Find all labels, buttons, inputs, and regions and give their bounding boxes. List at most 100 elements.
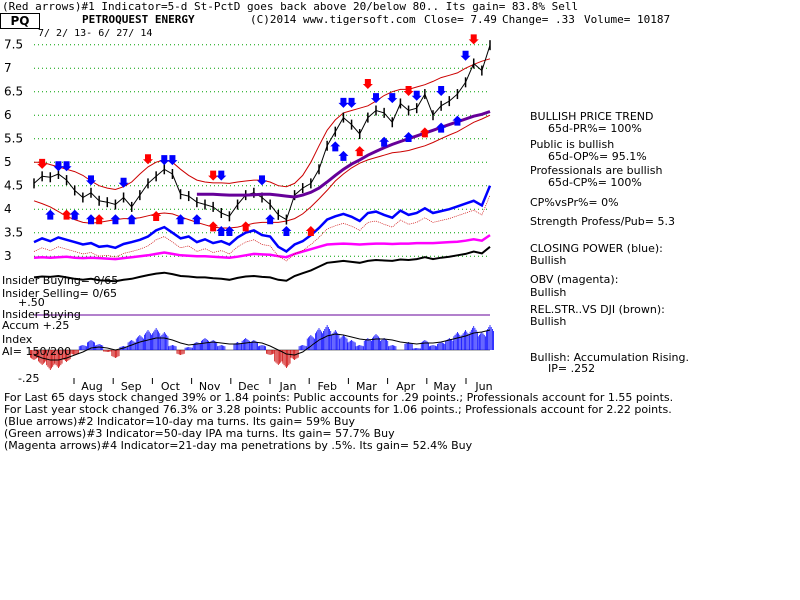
x-month-label: Oct — [161, 380, 181, 393]
price-bands — [33, 58, 491, 229]
change-value: Change= .33 — [502, 13, 575, 26]
price-gridlines — [34, 44, 490, 257]
up-signal-arrow — [452, 115, 463, 126]
y-tick-label: 3 — [4, 249, 12, 263]
up-signal-arrow — [69, 209, 80, 220]
blue-signal-arrow — [387, 93, 398, 104]
blue-signal-arrow — [53, 161, 64, 172]
blue-signal-arrow — [167, 155, 178, 166]
x-axis: Aug Sep Oct Nov Dec Jan Feb Mar Apr May Jun — [73, 378, 493, 393]
x-month-label: Jan — [279, 380, 297, 393]
up-signal-arrow — [305, 226, 316, 237]
upper-band-line — [34, 58, 491, 191]
insider-selling-count: Insider Selling= 0/65 — [2, 287, 118, 300]
blue-signal-arrow — [86, 175, 96, 186]
accum-ma-line — [33, 329, 491, 361]
up-signal-arrow — [208, 221, 219, 232]
closing-power-title: CLOSING POWER (blue): — [530, 242, 663, 255]
closing-power-value: Bullish — [530, 254, 567, 267]
x-month-label: May — [433, 380, 456, 393]
minus-25-label: -.25 — [18, 372, 40, 385]
ai-value: AI= 150/200 — [2, 345, 72, 358]
blue-signal-arrow — [371, 93, 381, 104]
up-signal-arrow — [45, 209, 56, 220]
blue-signal-arrow — [118, 177, 129, 188]
closing-power-lower-band — [33, 194, 491, 262]
obv-line — [33, 234, 491, 261]
indicator-4-description: (Magenta arrows)#4 Indicator=21-day ma p… — [4, 439, 473, 452]
rel-strength-title: REL.STR..VS DJI (brown): — [530, 303, 665, 316]
rel-strength-value: Bullish — [530, 315, 567, 328]
x-month-label: Jun — [474, 380, 492, 393]
x-month-label: Sep — [121, 380, 142, 393]
y-tick-label: 3.5 — [4, 226, 23, 240]
sell-arrow — [362, 79, 373, 90]
up-signal-arrow — [86, 214, 96, 225]
blue-signal-arrow — [460, 50, 471, 61]
x-month-label: Dec — [238, 380, 259, 393]
volume-value: Volume= 10187 — [584, 13, 671, 26]
indicator-2-description: (Blue arrows)#2 Indicator=10-day ma turn… — [4, 415, 355, 428]
up-signal-arrow — [354, 146, 365, 157]
up-signal-arrow — [151, 210, 162, 221]
insider-buying-title: Insider Buying — [2, 308, 81, 321]
date-range: 7/ 2/ 13- 6/ 27/ 14 — [38, 28, 153, 39]
up-signal-arrow — [265, 214, 276, 225]
close-value: Close= 7.49 — [424, 13, 497, 26]
obv-title: OBV (magenta): — [530, 273, 619, 286]
up-signal-arrow — [281, 226, 292, 237]
ticker-symbol: PQ — [0, 13, 40, 29]
index-label: Index — [2, 333, 33, 346]
public-value: 65d-OP%= 95.1% — [548, 150, 647, 163]
up-signal-arrow — [436, 122, 447, 133]
y-tick-label: 5 — [4, 155, 12, 169]
up-signal-arrow — [61, 209, 72, 220]
signal-arrows — [37, 34, 479, 237]
y-tick-label: 6.5 — [4, 85, 23, 99]
indicator-3-description: (Green arrows)#3 Indicator=50-day IPA ma… — [4, 427, 395, 440]
copyright-text: (C)2014 www.tigersoft.com — [250, 13, 416, 26]
rel-strength-line — [33, 246, 491, 283]
up-signal-arrow — [224, 226, 235, 237]
x-month-label: Nov — [199, 380, 221, 393]
up-signal-arrow — [126, 214, 137, 225]
pros-value: 65d-CP%= 100% — [548, 176, 642, 189]
y-tick-label: 4.5 — [4, 179, 23, 193]
blue-signal-arrow — [338, 97, 349, 108]
price-close-line — [33, 45, 491, 221]
blue-signal-arrow — [346, 97, 357, 108]
public-title: Public is bullish — [530, 138, 615, 151]
last-65-days-summary: For Last 65 days stock changed 39% or 1.… — [4, 391, 674, 404]
last-year-summary: For Last year stock changed 76.3% or 3.2… — [4, 403, 672, 416]
up-signal-arrow — [330, 141, 341, 152]
accumulation-index-histogram — [29, 325, 495, 370]
insider-buying-count: Insider Buying= 0/65 — [2, 274, 119, 287]
closing-power-line — [33, 185, 492, 254]
cp-vs-pr: CP%vsPr%= 0% — [530, 196, 619, 209]
accum-index-label: Accum +.25 — [2, 319, 70, 332]
up-signal-arrow — [240, 221, 251, 232]
blue-signal-arrow — [257, 175, 267, 186]
up-signal-arrow — [419, 127, 430, 138]
y-tick-label: 7 — [4, 61, 12, 75]
blue-signal-arrow — [436, 86, 447, 97]
sell-arrow — [468, 34, 479, 45]
y-tick-label: 6 — [4, 108, 12, 122]
up-signal-arrow — [191, 214, 202, 225]
x-month-label: Mar — [356, 380, 377, 393]
y-tick-label: 5.5 — [4, 132, 23, 146]
up-signal-arrow — [110, 214, 121, 225]
blue-signal-arrow — [159, 155, 170, 166]
trend-title: BULLISH PRICE TREND — [530, 110, 654, 123]
plus-50-label: +.50 — [18, 296, 45, 309]
trend-value: 65d-PR%= 100% — [548, 122, 642, 135]
sell-arrow — [208, 170, 219, 181]
company-name: PETROQUEST ENERGY — [82, 13, 195, 26]
blue-signal-arrow — [61, 161, 72, 172]
sell-arrow — [37, 158, 48, 169]
blue-signal-arrow — [411, 90, 422, 101]
indicator-1-description: (Red arrows)#1 Indicator=5-d St-PctD goe… — [2, 0, 579, 13]
up-signal-arrow — [175, 214, 186, 225]
x-month-label: Feb — [317, 380, 336, 393]
strength-ratio: Strength Profess/Pub= 5.3 — [530, 215, 675, 228]
